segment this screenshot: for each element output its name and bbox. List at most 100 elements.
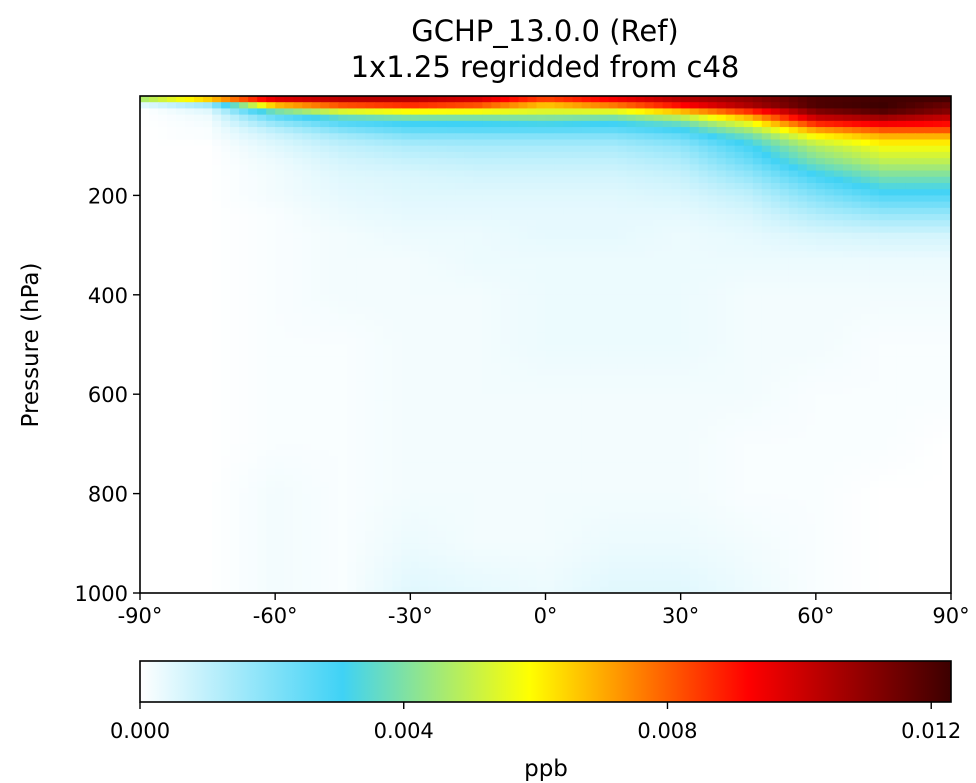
heatmap-cell	[644, 120, 655, 128]
heatmap-cell	[257, 263, 267, 271]
heatmap-cell	[527, 431, 538, 439]
heatmap-cell	[833, 419, 844, 426]
heatmap-cell	[752, 232, 763, 240]
heatmap-cell	[797, 114, 808, 122]
heatmap-cell	[338, 263, 348, 271]
heatmap-cell	[401, 114, 411, 122]
heatmap-cell	[338, 182, 348, 190]
heatmap-cell	[527, 207, 538, 215]
heatmap-cell	[851, 356, 862, 364]
heatmap-cell	[428, 176, 438, 184]
heatmap-cell	[428, 332, 438, 339]
heatmap-cell	[230, 394, 240, 402]
heatmap-cell	[869, 96, 880, 103]
heatmap-cell	[770, 182, 781, 190]
heatmap-cell	[833, 189, 844, 196]
heatmap-cell	[869, 170, 880, 178]
heatmap-cell	[212, 425, 222, 433]
heatmap-cell	[815, 282, 826, 290]
heatmap-cell	[194, 412, 204, 420]
heatmap-cell	[329, 245, 339, 252]
heatmap-cell	[212, 120, 222, 128]
heatmap-cell	[140, 164, 150, 172]
heatmap-cell	[185, 412, 195, 420]
heatmap-cell	[797, 251, 808, 259]
heatmap-cell	[770, 220, 781, 228]
heatmap-cell	[851, 288, 862, 296]
heatmap-cell	[473, 332, 484, 339]
heatmap-cell	[725, 313, 736, 321]
heatmap-cell	[266, 412, 276, 420]
heatmap-cell	[563, 257, 574, 265]
heatmap-cell	[824, 127, 835, 134]
heatmap-cell	[842, 412, 853, 420]
heatmap-cell	[770, 238, 781, 246]
heatmap-cell	[626, 257, 637, 265]
heatmap-cell	[725, 139, 736, 147]
heatmap-cell	[230, 201, 240, 209]
heatmap-cell	[509, 406, 520, 414]
heatmap-cell	[410, 301, 420, 308]
heatmap-cell	[383, 232, 393, 240]
heatmap-cell	[725, 189, 736, 196]
heatmap-cell	[185, 313, 195, 321]
heatmap-cell	[725, 288, 736, 296]
heatmap-cell	[383, 108, 393, 116]
heatmap-cell	[302, 251, 312, 259]
heatmap-cell	[941, 133, 951, 141]
heatmap-cell	[932, 282, 943, 290]
heatmap-cell	[851, 319, 862, 327]
heatmap-cell	[347, 232, 357, 240]
heatmap-cell	[284, 332, 294, 339]
heatmap-cell	[680, 263, 691, 271]
heatmap-cell	[896, 96, 907, 103]
heatmap-cell	[761, 226, 772, 234]
heatmap-cell	[572, 325, 583, 333]
heatmap-cell	[194, 133, 204, 141]
heatmap-cell	[797, 301, 808, 308]
heatmap-cell	[203, 133, 213, 141]
heatmap-cell	[932, 332, 943, 339]
heatmap-cell	[635, 276, 646, 283]
heatmap-cell	[788, 338, 799, 346]
heatmap-cell	[140, 127, 150, 134]
heatmap-cell	[770, 226, 781, 234]
heatmap-cell	[599, 257, 610, 265]
heatmap-cell	[653, 251, 664, 259]
heatmap-cell	[446, 245, 456, 252]
heatmap-cell	[815, 164, 826, 172]
heatmap-cell	[374, 120, 384, 128]
heatmap-cell	[608, 394, 619, 402]
heatmap-cell	[824, 108, 835, 116]
heatmap-cell	[653, 338, 664, 346]
heatmap-cell	[329, 313, 339, 321]
heatmap-cell	[149, 133, 159, 141]
heatmap-cell	[635, 313, 646, 321]
heatmap-cell	[194, 344, 204, 352]
heatmap-cell	[365, 369, 375, 377]
heatmap-cell	[941, 356, 951, 364]
heatmap-cell	[284, 139, 294, 147]
heatmap-cell	[446, 102, 456, 110]
heatmap-cell	[905, 251, 916, 259]
heatmap-cell	[878, 108, 889, 116]
heatmap-cell	[725, 363, 736, 370]
heatmap-cell	[275, 120, 285, 128]
heatmap-cell	[167, 145, 177, 153]
heatmap-cell	[329, 158, 339, 165]
heatmap-cell	[608, 412, 619, 420]
heatmap-cell	[653, 406, 664, 414]
heatmap-cell	[662, 338, 673, 346]
heatmap-cell	[482, 96, 493, 103]
heatmap-cell	[176, 257, 186, 265]
heatmap-cell	[617, 269, 628, 277]
heatmap-cell	[779, 394, 790, 402]
heatmap-cell	[824, 400, 835, 408]
heatmap-cell	[644, 325, 655, 333]
heatmap-cell	[761, 108, 772, 116]
heatmap-cell	[347, 96, 357, 103]
heatmap-cell	[545, 133, 556, 141]
heatmap-cell	[365, 301, 375, 308]
heatmap-cell	[437, 288, 447, 296]
heatmap-cell	[167, 282, 177, 290]
